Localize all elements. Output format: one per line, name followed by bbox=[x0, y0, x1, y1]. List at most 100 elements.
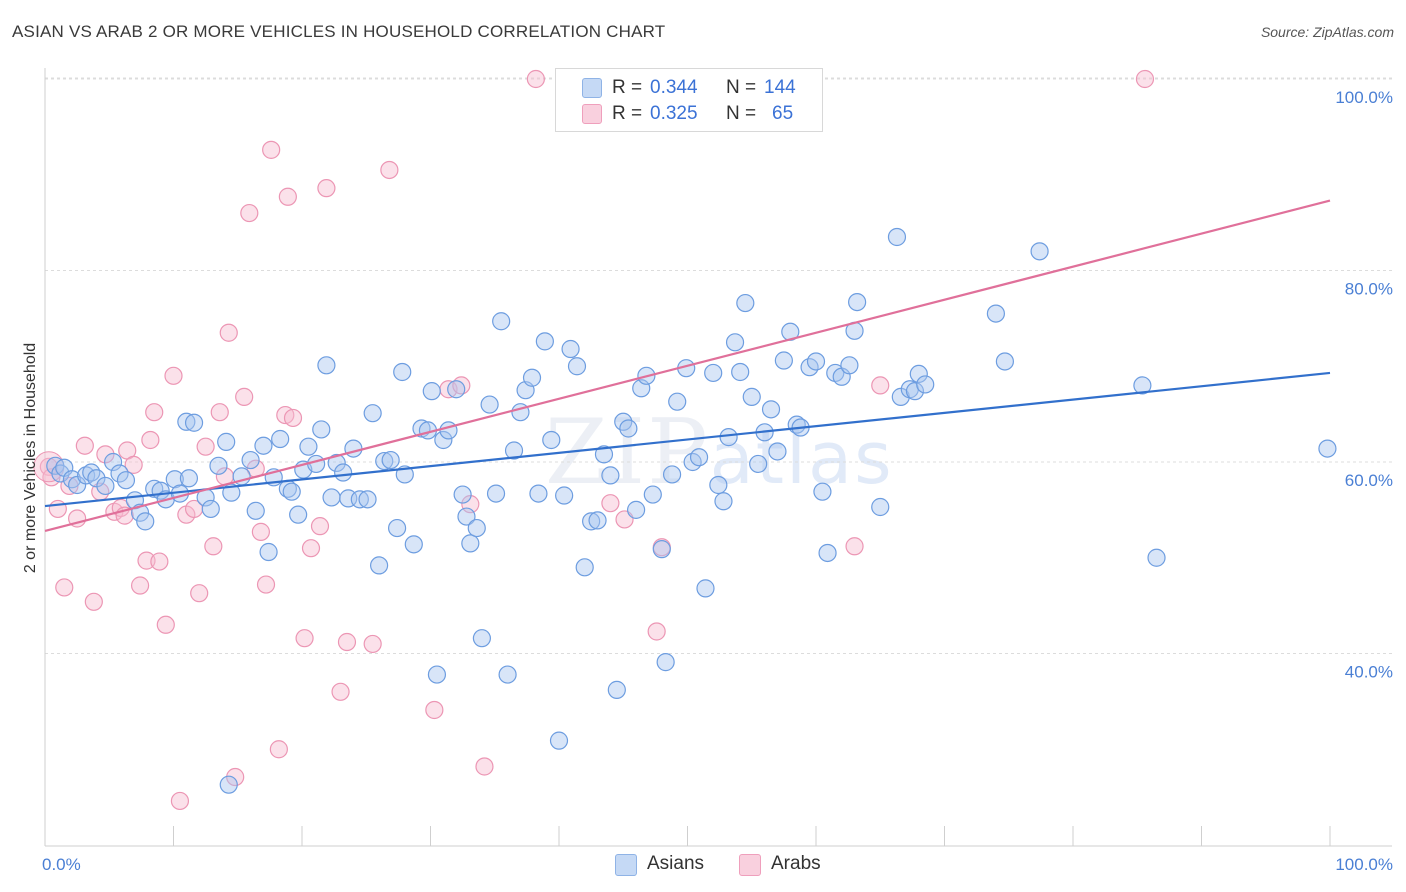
asian-point bbox=[535, 332, 554, 351]
asian-point bbox=[165, 470, 184, 489]
asian-point bbox=[370, 556, 389, 575]
arab-point bbox=[150, 552, 169, 571]
arab-point bbox=[196, 437, 215, 456]
correlation-legend: R = 0.344 N = 144 R = 0.325 N = 65 bbox=[555, 68, 823, 132]
asian-point bbox=[404, 535, 423, 554]
arab-point bbox=[84, 592, 103, 611]
arab-point bbox=[251, 522, 270, 541]
asian-point bbox=[271, 429, 290, 449]
asian-point bbox=[626, 500, 646, 519]
asian-point bbox=[457, 507, 476, 526]
arabs-swatch bbox=[582, 104, 602, 124]
y-tick-label: 100.0% bbox=[1335, 88, 1393, 107]
r-value: 0.344 bbox=[650, 77, 698, 98]
asian-point bbox=[393, 362, 412, 382]
asian-point bbox=[486, 484, 506, 503]
asian-point bbox=[774, 351, 793, 370]
y-tick-label: 60.0% bbox=[1345, 471, 1393, 490]
trend-lines bbox=[44, 199, 1331, 533]
asian-point bbox=[427, 665, 447, 684]
asian-point bbox=[736, 293, 755, 313]
arab-point bbox=[262, 140, 281, 159]
asian-point bbox=[725, 333, 745, 352]
arab-point bbox=[425, 700, 444, 720]
asian-point bbox=[529, 484, 548, 503]
arabs-legend-label: Arabs bbox=[771, 853, 821, 874]
asian-point bbox=[916, 375, 935, 394]
asian-point bbox=[575, 558, 594, 577]
arab-point bbox=[301, 539, 321, 558]
asian-point bbox=[289, 505, 308, 524]
arab-point bbox=[39, 457, 58, 476]
asian-point bbox=[299, 437, 318, 456]
asian-point bbox=[905, 382, 925, 401]
arab-point bbox=[130, 576, 150, 595]
asian-point bbox=[201, 499, 220, 519]
asian-point bbox=[601, 466, 620, 485]
asian-point bbox=[652, 540, 671, 559]
asian-point bbox=[307, 454, 326, 474]
asian-point bbox=[656, 653, 675, 672]
asian-point bbox=[549, 731, 569, 750]
asian-point bbox=[555, 486, 574, 505]
arab-point bbox=[295, 629, 314, 648]
x-tick-label: 0.0% bbox=[42, 855, 81, 874]
asian-point bbox=[219, 775, 238, 794]
asian-point bbox=[358, 490, 377, 509]
arab-point bbox=[156, 615, 175, 634]
arab-point bbox=[204, 537, 223, 556]
asian-point bbox=[668, 392, 687, 411]
asian-point bbox=[607, 680, 626, 699]
asian-point bbox=[761, 400, 781, 419]
asian-point bbox=[381, 450, 400, 470]
y-tick-label: 40.0% bbox=[1345, 663, 1393, 682]
arab-point bbox=[145, 403, 164, 422]
arab-point bbox=[137, 551, 156, 570]
n-value: 144 bbox=[764, 77, 796, 98]
asian-point bbox=[1147, 548, 1166, 567]
asian-point bbox=[542, 430, 561, 450]
asian-point bbox=[582, 512, 601, 531]
arab-point bbox=[278, 187, 297, 206]
asian-point bbox=[696, 579, 715, 598]
arab-point bbox=[380, 160, 399, 180]
asian-point bbox=[327, 453, 346, 473]
asian-point bbox=[82, 463, 101, 482]
asian-point bbox=[312, 420, 331, 439]
asian-point bbox=[522, 368, 542, 387]
asian-point bbox=[453, 485, 472, 504]
asian-point bbox=[871, 497, 890, 517]
asian-point bbox=[96, 476, 115, 496]
asian-point bbox=[813, 482, 832, 501]
asian-point bbox=[806, 352, 826, 371]
asians-legend-label: Asians bbox=[647, 853, 705, 874]
asian-point bbox=[422, 382, 441, 401]
asian-point bbox=[472, 629, 491, 648]
chart-title: ASIAN VS ARAB 2 OR MORE VEHICLES IN HOUS… bbox=[12, 22, 666, 41]
asian-point bbox=[1318, 439, 1337, 458]
n-label: N = bbox=[726, 77, 757, 98]
asian-point bbox=[254, 436, 273, 455]
asian-point bbox=[689, 448, 709, 467]
asian-point bbox=[492, 312, 511, 331]
asian-point bbox=[840, 356, 859, 375]
asian-point bbox=[498, 665, 517, 684]
n-value: 65 bbox=[772, 103, 794, 124]
asian-point bbox=[282, 482, 301, 501]
x-tick-label: 100.0% bbox=[1335, 855, 1393, 874]
asian-point bbox=[344, 439, 363, 458]
asian-point bbox=[480, 395, 499, 414]
asian-point bbox=[1133, 376, 1152, 395]
asian-point bbox=[768, 442, 787, 461]
arab-point bbox=[845, 537, 864, 556]
asian-point bbox=[619, 419, 638, 438]
asian-point bbox=[184, 413, 204, 432]
asian-point bbox=[136, 512, 155, 531]
arab-point bbox=[310, 517, 330, 536]
r-value: 0.325 bbox=[650, 103, 698, 124]
arab-point bbox=[871, 376, 890, 395]
arab-point bbox=[55, 578, 74, 597]
asian-point bbox=[334, 463, 353, 482]
asian-point bbox=[995, 352, 1014, 371]
arab-point bbox=[317, 179, 336, 198]
